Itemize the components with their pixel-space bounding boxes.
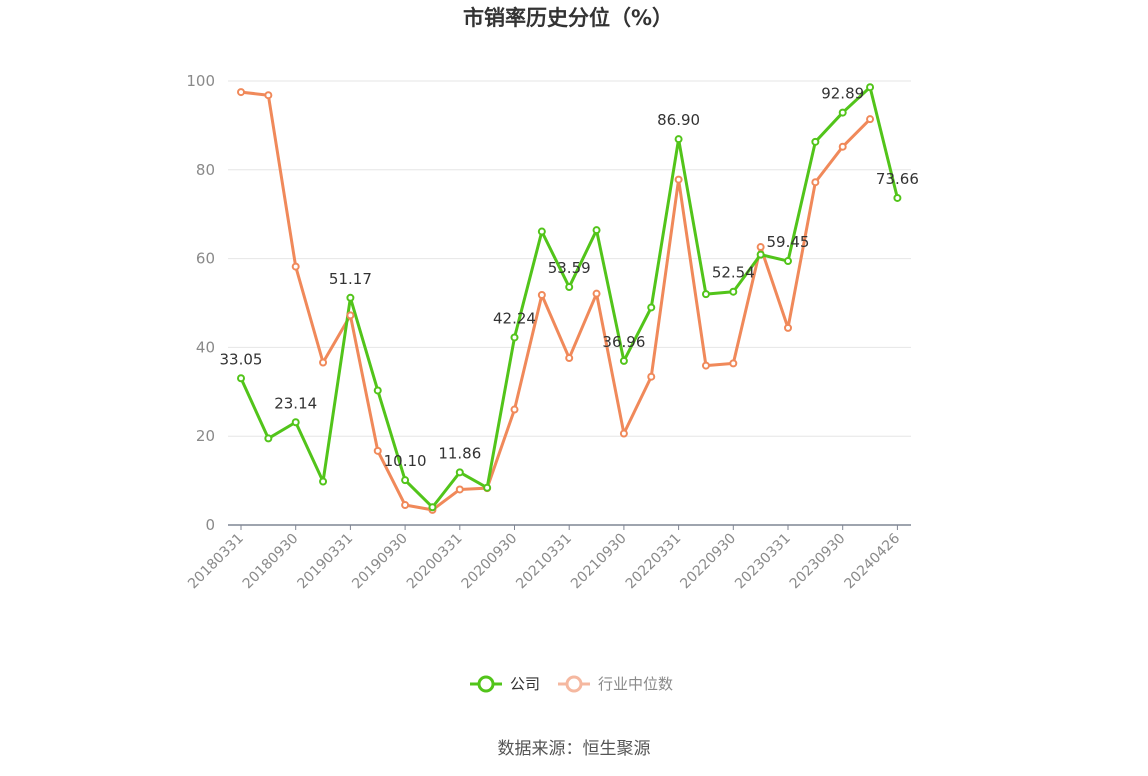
data-point-industry[interactable] xyxy=(647,372,656,381)
series-line-company xyxy=(239,85,899,509)
legend-marker-company xyxy=(477,675,495,693)
chart-title: 市销率历史分位（%） xyxy=(463,6,673,30)
data-point-industry[interactable] xyxy=(729,359,738,368)
data-point-company[interactable] xyxy=(866,83,875,92)
data-point-company[interactable] xyxy=(674,135,683,144)
data-label: 52.54 xyxy=(712,264,755,282)
data-point-company[interactable] xyxy=(537,227,546,236)
y-tick-label: 60 xyxy=(196,250,215,268)
data-point-industry[interactable] xyxy=(291,262,300,271)
data-point-company[interactable] xyxy=(811,137,820,146)
data-label: 10.10 xyxy=(384,452,427,470)
y-tick-label: 100 xyxy=(186,72,215,90)
data-point-company[interactable] xyxy=(647,303,656,312)
x-tick-label: 20200930 xyxy=(459,531,521,593)
data-point-company[interactable] xyxy=(428,503,437,512)
x-tick-label: 20240426 xyxy=(842,530,904,592)
data-label: 59.45 xyxy=(767,233,810,251)
data-point-industry[interactable] xyxy=(237,88,245,97)
data-point-industry[interactable] xyxy=(756,243,765,252)
series-points xyxy=(237,83,902,514)
data-point-industry[interactable] xyxy=(701,361,710,370)
data-point-company[interactable] xyxy=(346,293,355,302)
data-point-industry[interactable] xyxy=(565,354,574,363)
data-point-company[interactable] xyxy=(592,226,601,235)
x-tick-label: 20230930 xyxy=(787,531,849,593)
data-point-company[interactable] xyxy=(701,290,710,299)
data-point-industry[interactable] xyxy=(537,291,546,300)
x-tick-label: 20220930 xyxy=(677,531,739,593)
data-label: 42.24 xyxy=(493,309,536,327)
data-point-company[interactable] xyxy=(319,477,328,486)
data-point-company[interactable] xyxy=(619,356,628,365)
x-tick-label: 20180930 xyxy=(240,531,302,593)
data-point-industry[interactable] xyxy=(264,91,273,100)
data-point-industry[interactable] xyxy=(838,142,847,151)
data-label: 86.90 xyxy=(657,111,700,129)
legend: 公司 行业中位数 xyxy=(470,675,673,693)
data-labels: 33.05 23.14 51.17 10.10 11.86 42.24 53.59 36.96… xyxy=(220,85,919,471)
y-axis: 0 20 40 60 80 100 xyxy=(186,72,215,534)
legend-marker-industry xyxy=(565,675,583,693)
legend-item-industry[interactable]: 行业中位数 xyxy=(558,675,673,693)
x-tick-label: 20230331 xyxy=(732,531,794,593)
data-point-company[interactable] xyxy=(784,257,792,266)
series-line-industry xyxy=(240,90,872,512)
data-point-company[interactable] xyxy=(565,283,574,292)
data-point-industry[interactable] xyxy=(455,485,464,494)
data-point-industry[interactable] xyxy=(592,289,601,298)
data-point-industry[interactable] xyxy=(346,311,355,320)
data-point-company[interactable] xyxy=(483,483,492,492)
data-label: 36.96 xyxy=(602,333,645,351)
data-source: 数据来源：恒生聚源 xyxy=(498,739,651,759)
data-point-company[interactable] xyxy=(838,108,847,117)
x-tick-label: 20220331 xyxy=(623,531,685,593)
data-point-industry[interactable] xyxy=(510,405,519,414)
data-point-company[interactable] xyxy=(373,386,382,395)
data-point-company[interactable] xyxy=(401,476,410,485)
data-label: 53.59 xyxy=(548,259,591,277)
data-point-industry[interactable] xyxy=(784,323,792,332)
data-point-company[interactable] xyxy=(729,287,738,296)
data-point-company[interactable] xyxy=(237,374,245,383)
data-point-company[interactable] xyxy=(510,333,519,342)
legend-label-industry: 行业中位数 xyxy=(598,675,673,693)
data-label: 23.14 xyxy=(274,394,317,412)
data-label: 73.66 xyxy=(876,170,919,188)
y-tick-label: 40 xyxy=(196,338,215,356)
legend-label-company: 公司 xyxy=(510,675,540,693)
x-tick-label: 20200331 xyxy=(404,531,466,593)
x-tick-label: 20180331 xyxy=(185,531,247,593)
data-point-company[interactable] xyxy=(893,193,902,202)
y-tick-label: 80 xyxy=(196,161,215,179)
data-point-industry[interactable] xyxy=(373,446,382,455)
data-point-industry[interactable] xyxy=(674,175,683,184)
data-point-industry[interactable] xyxy=(401,501,410,510)
data-point-company[interactable] xyxy=(455,468,464,477)
series-lines xyxy=(239,85,899,512)
legend-item-company[interactable]: 公司 xyxy=(470,675,540,693)
data-point-company[interactable] xyxy=(756,250,765,259)
data-point-industry[interactable] xyxy=(811,178,820,187)
x-tick-label: 20190930 xyxy=(349,531,411,593)
data-point-company[interactable] xyxy=(291,418,300,427)
data-label: 92.89 xyxy=(821,85,864,103)
data-point-industry[interactable] xyxy=(619,429,628,438)
y-tick-label: 20 xyxy=(196,427,215,445)
data-label: 11.86 xyxy=(438,444,481,462)
x-tick-label: 20190331 xyxy=(295,531,357,593)
y-tick-label: 0 xyxy=(205,516,215,534)
data-point-company[interactable] xyxy=(264,434,273,443)
data-label: 51.17 xyxy=(329,270,372,288)
data-label: 33.05 xyxy=(220,350,263,368)
data-point-industry[interactable] xyxy=(866,115,875,124)
x-tick-label: 20210331 xyxy=(513,531,575,593)
x-axis: 2018033120180930201903312019093020200331… xyxy=(185,524,911,593)
data-point-industry[interactable] xyxy=(319,358,328,367)
x-tick-label: 20210930 xyxy=(568,531,630,593)
